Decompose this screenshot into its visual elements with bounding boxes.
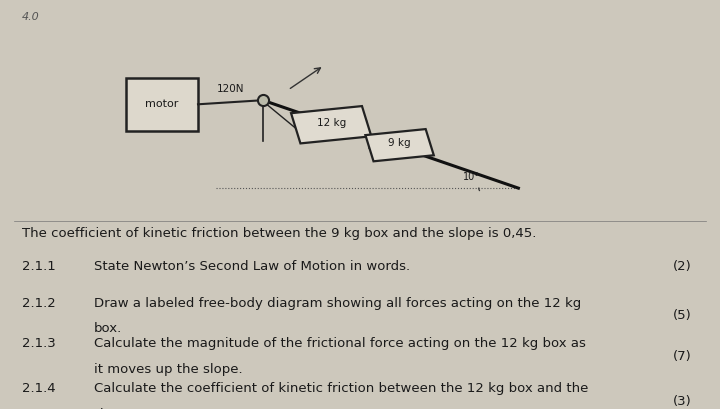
Text: (3): (3) [672,395,691,408]
Text: box.: box. [94,322,122,335]
Text: 2.1.1: 2.1.1 [22,260,55,273]
Text: Calculate the magnitude of the frictional force acting on the 12 kg box as: Calculate the magnitude of the frictiona… [94,337,585,351]
Text: 2.1.2: 2.1.2 [22,297,55,310]
Text: 12 kg: 12 kg [317,118,346,128]
Text: Calculate the coefficient of kinetic friction between the 12 kg box and the: Calculate the coefficient of kinetic fri… [94,382,588,396]
Polygon shape [291,106,372,144]
Text: The coefficient of kinetic friction between the 9 kg box and the slope is 0,45.: The coefficient of kinetic friction betw… [22,227,536,240]
Polygon shape [366,129,433,161]
Text: 10°: 10° [463,172,480,182]
Text: it moves up the slope.: it moves up the slope. [94,363,242,376]
Text: (7): (7) [672,350,691,363]
Text: Draw a labeled free-body diagram showing all forces acting on the 12 kg: Draw a labeled free-body diagram showing… [94,297,581,310]
Text: 120N: 120N [217,84,244,94]
Text: 2.1.4: 2.1.4 [22,382,55,396]
Text: (2): (2) [672,260,691,273]
Text: 4.0: 4.0 [22,12,40,22]
Text: 2.1.3: 2.1.3 [22,337,55,351]
Text: 9 kg: 9 kg [388,138,411,148]
Text: motor: motor [145,99,179,109]
Text: slope.: slope. [94,408,133,409]
Bar [126,78,198,131]
Text: (5): (5) [672,309,691,322]
Text: State Newton’s Second Law of Motion in words.: State Newton’s Second Law of Motion in w… [94,260,410,273]
